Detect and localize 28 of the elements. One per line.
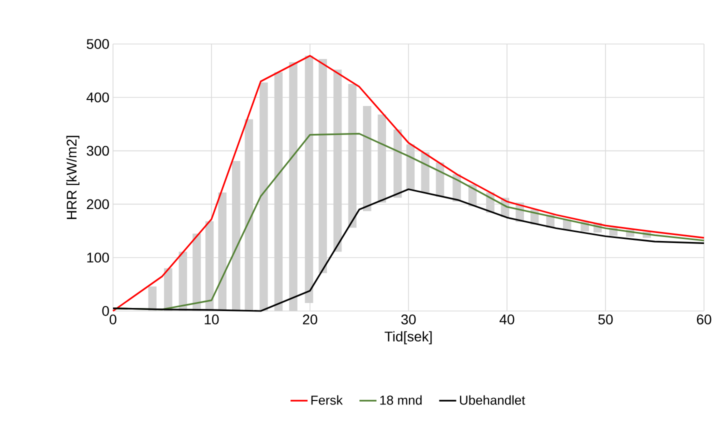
- x-tick-label: 40: [500, 314, 514, 324]
- legend-label: Ubehandlet: [460, 395, 526, 405]
- x-tick-label: 50: [598, 314, 613, 324]
- y-axis-title: HRR [kW/m2]: [66, 136, 80, 219]
- line-series: [112, 188, 705, 312]
- y-tick-label: 300: [86, 146, 109, 156]
- bar: [348, 84, 356, 228]
- bar: [421, 152, 430, 192]
- bar: [318, 58, 327, 274]
- bar: [304, 56, 314, 303]
- x-tick-label: 0: [110, 314, 116, 324]
- x-tick-label: 20: [302, 314, 318, 324]
- legend-label: Fersk: [311, 395, 343, 405]
- legend-label: 18 mnd: [380, 395, 422, 405]
- x-tick-label: 10: [204, 314, 219, 324]
- bar: [378, 114, 386, 203]
- y-tick-label: 500: [86, 39, 109, 49]
- x-axis-title: Tid[sek]: [384, 331, 432, 344]
- bar: [394, 129, 402, 198]
- x-tick-label: 30: [401, 314, 416, 324]
- x-tick-label: 60: [696, 314, 712, 324]
- y-tick-label: 200: [86, 199, 109, 210]
- y-tick-label: 0: [102, 306, 109, 316]
- line-series: [112, 54, 705, 312]
- y-tick-label: 100: [87, 252, 109, 263]
- bar: [362, 106, 372, 212]
- bar: [333, 70, 342, 252]
- y-tick-label: 400: [86, 92, 109, 102]
